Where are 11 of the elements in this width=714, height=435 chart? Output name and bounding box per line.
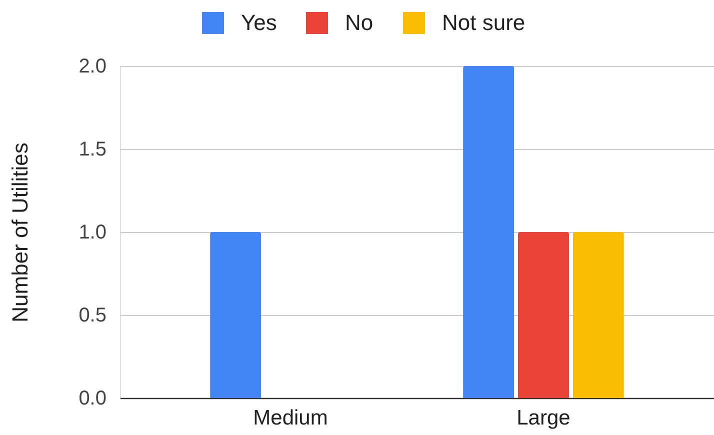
x-tick-label: Medium [253,406,328,430]
y-axis-title: Number of Utilities [8,142,33,322]
legend-label: Yes [241,10,277,35]
y-tick-label: 1.5 [78,138,106,160]
y-tick-label: 0.5 [78,304,106,326]
y-tick-label: 1.0 [78,222,106,244]
x-tick-label: Large [516,406,570,430]
legend-label: Not sure [442,10,526,35]
y-tick-label: 0.0 [78,388,106,410]
y-tick-label: 2.0 [78,56,106,78]
legend-label: No [345,10,374,35]
